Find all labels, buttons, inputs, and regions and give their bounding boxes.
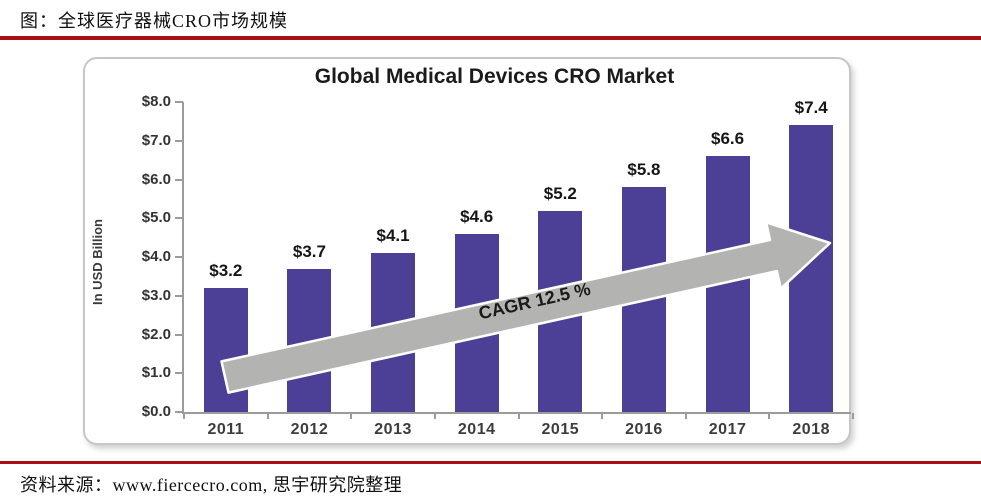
figure-caption: 图：全球医疗器械CRO市场规模	[20, 11, 289, 31]
y-axis-tick	[175, 101, 183, 103]
bar-value-label: $7.4	[794, 98, 828, 118]
x-axis-tick	[601, 413, 604, 419]
top-divider-line	[0, 36, 981, 40]
bar-value-label: $3.2	[209, 261, 243, 280]
y-axis-tick	[175, 294, 183, 297]
y-axis-tick-label: $1.0	[141, 364, 171, 382]
y-axis-tick	[175, 139, 183, 142]
x-axis-tick-label: 2013	[374, 421, 412, 438]
x-axis-tick-label: 2016	[625, 421, 663, 438]
y-axis-tick	[175, 333, 183, 336]
y-axis-tick-label: $5.0	[141, 209, 171, 227]
x-axis-tick	[433, 413, 436, 419]
source-note: 资料来源：www.fiercecro.com, 思宇研究院整理	[20, 475, 403, 495]
bar	[203, 288, 248, 412]
y-axis-line	[182, 102, 184, 412]
x-axis-tick-label: 2018	[792, 421, 830, 438]
y-axis-tick-label: $6.0	[141, 170, 171, 188]
x-axis-tick	[852, 413, 854, 419]
x-axis-tick	[517, 413, 520, 419]
y-axis-tick	[175, 411, 183, 413]
bar-value-label: $5.8	[627, 160, 661, 180]
bar	[621, 187, 666, 412]
x-axis-tick-label: 2014	[457, 421, 496, 438]
x-axis-tick-label: 2015	[541, 421, 580, 438]
x-axis-tick-label: 2012	[290, 421, 329, 438]
bar	[789, 125, 834, 412]
y-axis-tick-label: $3.0	[141, 286, 171, 304]
y-axis-tick-label: $8.0	[141, 93, 171, 110]
chart-title: Global Medical Devices CRO Market	[314, 65, 675, 88]
y-axis-tick	[175, 256, 183, 258]
x-axis-tick	[266, 413, 269, 419]
bar-value-label: $5.2	[543, 183, 577, 203]
bottom-divider-line	[0, 461, 981, 464]
chart-panel: Global Medical Devices CRO Market In USD…	[83, 57, 854, 445]
bar-value-label: $3.7	[292, 241, 326, 261]
x-axis-tick	[684, 413, 687, 419]
bar-value-label: $4.6	[460, 206, 494, 226]
x-axis-tick	[350, 413, 353, 419]
y-axis-tick-label: $4.0	[141, 248, 171, 265]
y-axis-tick-label: $0.0	[141, 403, 171, 420]
x-axis-tick	[183, 413, 185, 419]
x-axis-line	[182, 412, 851, 414]
bar-value-label: $6.6	[711, 129, 745, 149]
bar-value-label: $4.1	[376, 226, 410, 246]
y-axis-tick	[175, 217, 183, 220]
bar	[705, 156, 750, 412]
y-axis-tick	[175, 372, 183, 375]
y-axis-tick-label: $2.0	[141, 325, 171, 343]
x-axis-tick-label: 2017	[708, 421, 747, 438]
y-axis-tick	[175, 178, 183, 181]
y-axis-tick-label: $7.0	[141, 131, 171, 149]
x-axis-tick	[768, 413, 771, 419]
bar	[287, 268, 332, 412]
x-axis-tick-label: 2011	[207, 421, 245, 438]
bar	[371, 253, 416, 412]
